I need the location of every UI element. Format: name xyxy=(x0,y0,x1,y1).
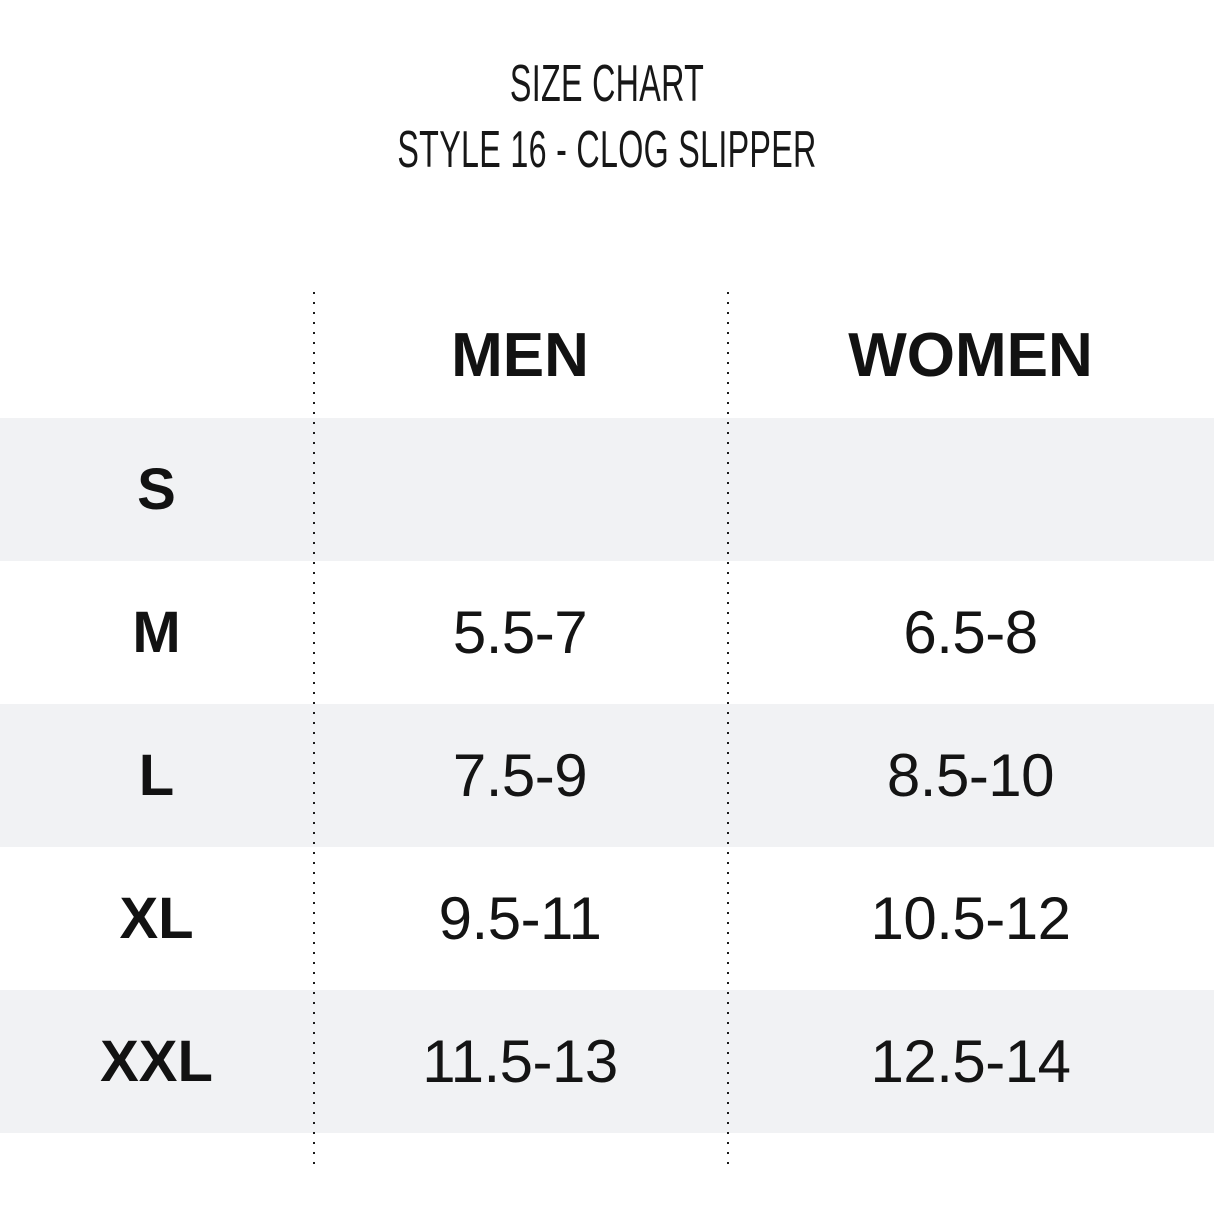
header-cell-size xyxy=(0,292,313,418)
table-row: S xyxy=(0,418,1214,561)
row-women-cell: 10.5-12 xyxy=(727,847,1214,990)
chart-title-block: SIZE CHART STYLE 16 - CLOG SLIPPER xyxy=(0,58,1214,176)
row-men-cell: 11.5-13 xyxy=(313,990,727,1133)
row-women-cell xyxy=(727,418,1214,561)
row-size-cell: M xyxy=(0,561,313,704)
row-size-cell: L xyxy=(0,704,313,847)
women-value: 6.5-8 xyxy=(903,599,1038,666)
page-title-line-2: STYLE 16 - CLOG SLIPPER xyxy=(397,121,817,179)
women-value: 12.5-14 xyxy=(870,1028,1072,1095)
column-divider-right xyxy=(727,292,729,1164)
table-row: M 5.5-7 6.5-8 xyxy=(0,561,1214,704)
row-women-cell: 8.5-10 xyxy=(727,704,1214,847)
men-value: 5.5-7 xyxy=(452,599,588,666)
women-value: 8.5-10 xyxy=(886,742,1055,809)
row-size-cell: XL xyxy=(0,847,313,990)
row-stripe-l xyxy=(0,704,1214,847)
header-cell-men: MEN xyxy=(313,292,727,418)
row-women-cell: 12.5-14 xyxy=(727,990,1214,1133)
men-value: 11.5-13 xyxy=(422,1028,618,1095)
table-row: L 7.5-9 8.5-10 xyxy=(0,704,1214,847)
men-value: 7.5-9 xyxy=(452,742,588,809)
women-value: 10.5-12 xyxy=(870,885,1072,952)
row-stripe-s xyxy=(0,418,1214,561)
column-header-men: MEN xyxy=(451,320,589,390)
column-divider-left xyxy=(313,292,315,1164)
size-label: S xyxy=(137,457,176,522)
row-women-cell: 6.5-8 xyxy=(727,561,1214,704)
header-cell-women: WOMEN xyxy=(727,292,1214,418)
men-value: 9.5-11 xyxy=(438,885,602,952)
table-row: XXL 11.5-13 12.5-14 xyxy=(0,990,1214,1133)
row-stripe-xxl xyxy=(0,990,1214,1133)
column-header-women: WOMEN xyxy=(848,320,1093,390)
row-men-cell: 5.5-7 xyxy=(313,561,727,704)
size-label: XXL xyxy=(100,1029,213,1094)
page-title-line-1: SIZE CHART xyxy=(509,55,705,113)
size-label: XL xyxy=(119,886,194,951)
row-men-cell: 7.5-9 xyxy=(313,704,727,847)
size-label: M xyxy=(132,600,181,665)
table-row: XL 9.5-11 10.5-12 xyxy=(0,847,1214,990)
row-men-cell: 9.5-11 xyxy=(313,847,727,990)
row-men-cell xyxy=(313,418,727,561)
size-table: MEN WOMEN S M 5.5-7 6. xyxy=(0,292,1214,1133)
table-header-row: MEN WOMEN xyxy=(0,292,1214,418)
row-size-cell: S xyxy=(0,418,313,561)
row-size-cell: XXL xyxy=(0,990,313,1133)
size-label: L xyxy=(138,743,175,808)
